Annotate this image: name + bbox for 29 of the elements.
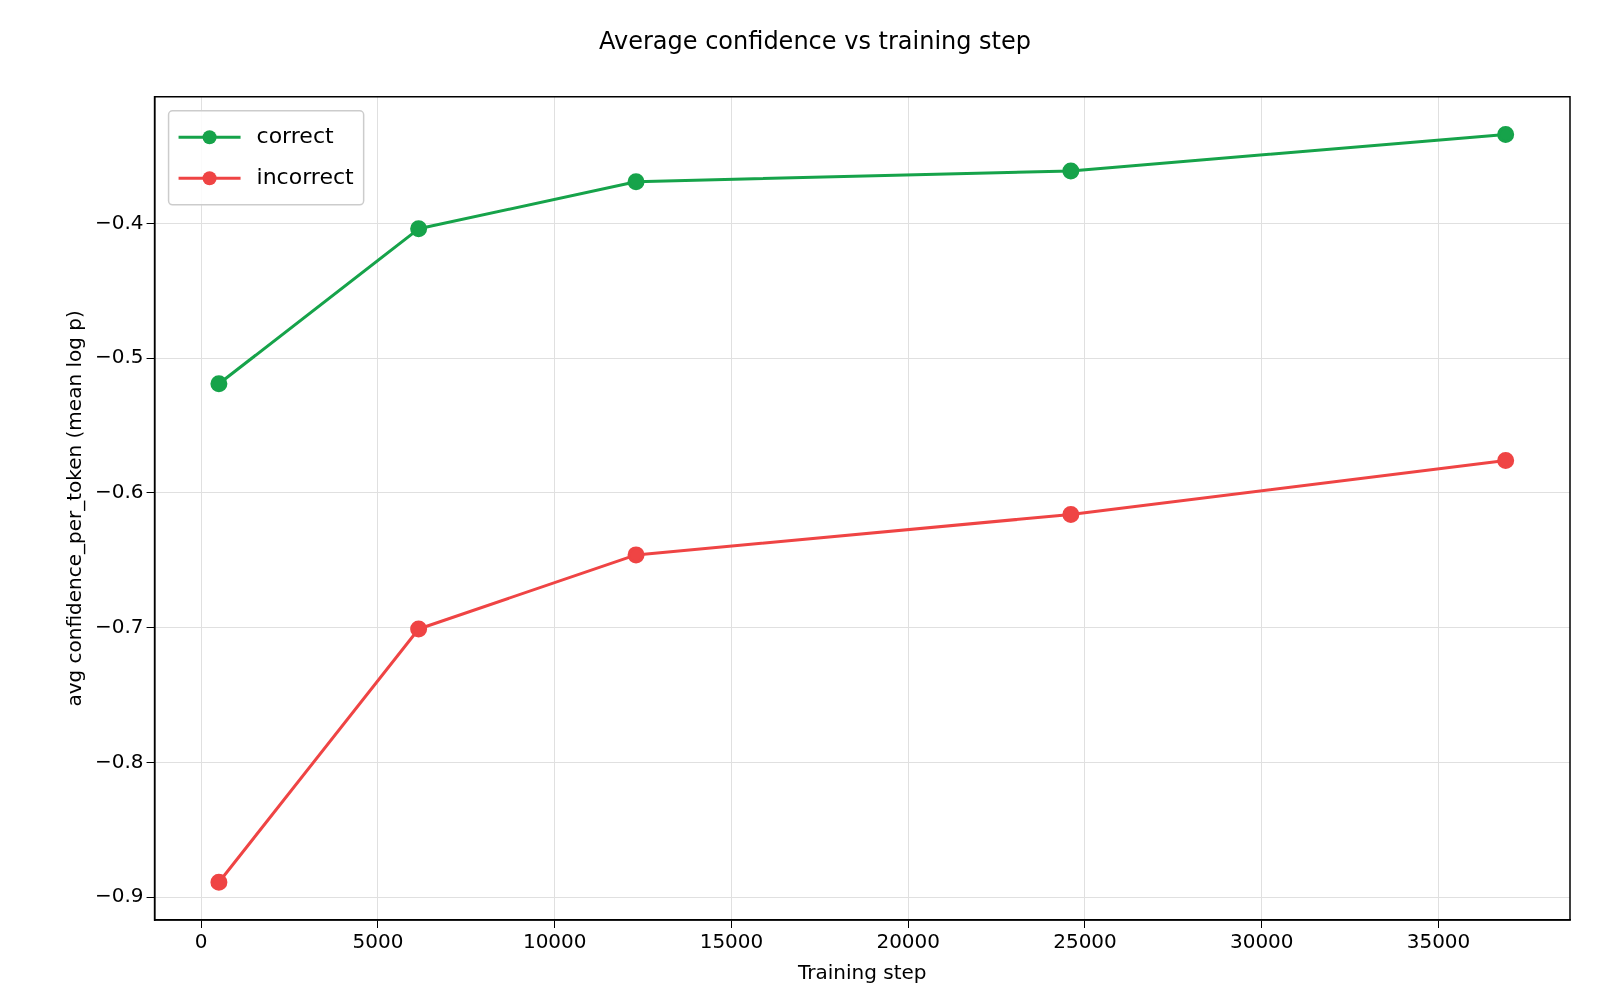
point	[210, 375, 228, 393]
x-axis-title: Training step	[797, 960, 927, 985]
y-tick-label: −0.6	[94, 479, 144, 504]
x-tick-label: 35000	[1406, 929, 1471, 954]
x-tick-label: 25000	[1053, 929, 1117, 954]
legend-label: correct	[256, 123, 334, 149]
x-tick-label: 20000	[876, 929, 941, 954]
point	[1497, 452, 1515, 470]
x-tick-label: 15000	[699, 929, 764, 954]
point	[1497, 126, 1515, 144]
point	[627, 546, 645, 564]
y-tick-label: −0.9	[94, 883, 144, 908]
point	[1062, 162, 1080, 180]
y-tick-label: −0.4	[94, 209, 144, 234]
x-tick-label: 30000	[1229, 929, 1294, 954]
point	[627, 173, 645, 191]
y-tick-label: −0.5	[94, 344, 144, 369]
y-tick-label: −0.7	[94, 613, 144, 638]
x-tick-label: 5000	[352, 929, 404, 954]
point	[410, 620, 428, 638]
legend-label: incorrect	[256, 164, 355, 190]
x-tick-label: 0	[194, 929, 208, 954]
point	[210, 873, 228, 891]
point	[1062, 505, 1080, 523]
y-tick-label: −0.8	[94, 748, 144, 773]
y-axis-title: avg confidence_per_token (mean log p)	[62, 310, 87, 707]
point	[410, 220, 428, 238]
chart-title: Average confidence vs training step	[598, 26, 1032, 55]
x-tick-label: 10000	[522, 929, 587, 954]
